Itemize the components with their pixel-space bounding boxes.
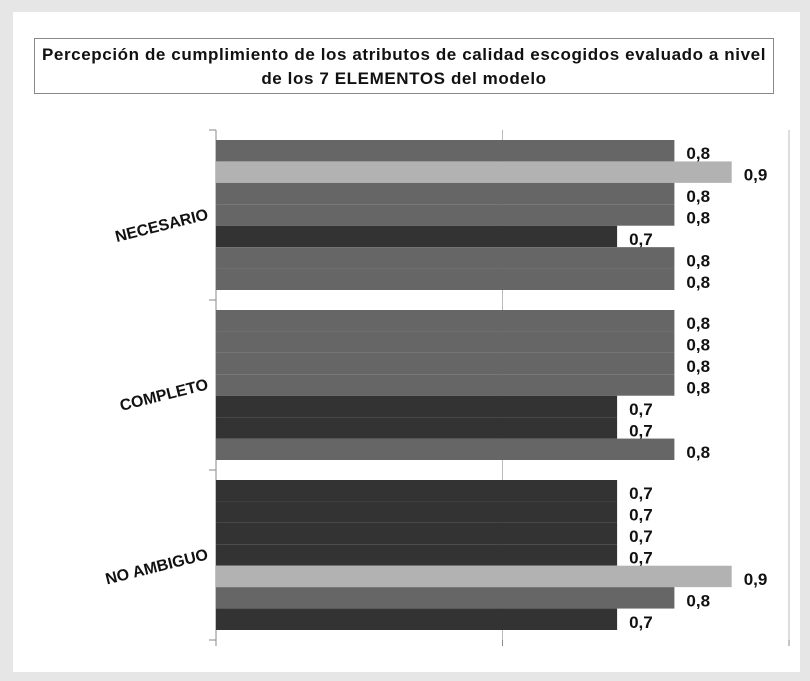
bar: [216, 438, 675, 460]
bar: [216, 544, 618, 566]
y-tick-label: NECESARIO: [114, 206, 210, 246]
data-label: 0,7: [629, 421, 653, 440]
data-label: 0,7: [629, 548, 653, 567]
data-label: 0,7: [629, 400, 653, 419]
bar: [216, 331, 675, 353]
y-tick-label: COMPLETO: [118, 376, 210, 414]
bar: [216, 480, 618, 502]
data-label: 0,8: [686, 187, 710, 206]
bar: [216, 204, 675, 226]
bar: [216, 268, 675, 290]
data-label: 0,9: [744, 166, 768, 185]
data-label: 0,8: [686, 273, 710, 292]
data-label: 0,7: [629, 484, 653, 503]
data-label: 0,8: [686, 591, 710, 610]
bar: [216, 140, 675, 162]
bar: [216, 522, 618, 545]
bar: [216, 395, 618, 418]
bar: [216, 608, 618, 630]
data-label: 0,7: [629, 230, 653, 249]
bar: [216, 374, 675, 396]
data-label: 0,8: [686, 314, 710, 333]
bar: [216, 310, 675, 332]
data-label: 0,8: [686, 336, 710, 355]
data-label: 0,8: [686, 357, 710, 376]
bar: [216, 587, 675, 609]
bar: [216, 417, 618, 439]
data-label: 0,8: [686, 251, 710, 270]
y-tick-label: NO AMBIGUO: [104, 546, 210, 588]
data-label: 0,7: [629, 613, 653, 632]
bar: [216, 247, 675, 269]
bar: [216, 225, 618, 248]
bar: [216, 565, 732, 588]
data-label: 0,7: [629, 506, 653, 525]
data-label: 0,8: [686, 443, 710, 462]
bar: [216, 161, 732, 183]
data-label: 0,8: [686, 378, 710, 397]
bar: [216, 501, 618, 523]
data-label: 0,8: [686, 208, 710, 227]
data-label: 0,9: [744, 570, 768, 589]
bar: [216, 352, 675, 375]
chart-title: Percepción de cumplimiento de los atribu…: [34, 38, 774, 94]
data-label: 0,8: [686, 144, 710, 163]
bar: [216, 182, 675, 205]
data-label: 0,7: [629, 527, 653, 546]
